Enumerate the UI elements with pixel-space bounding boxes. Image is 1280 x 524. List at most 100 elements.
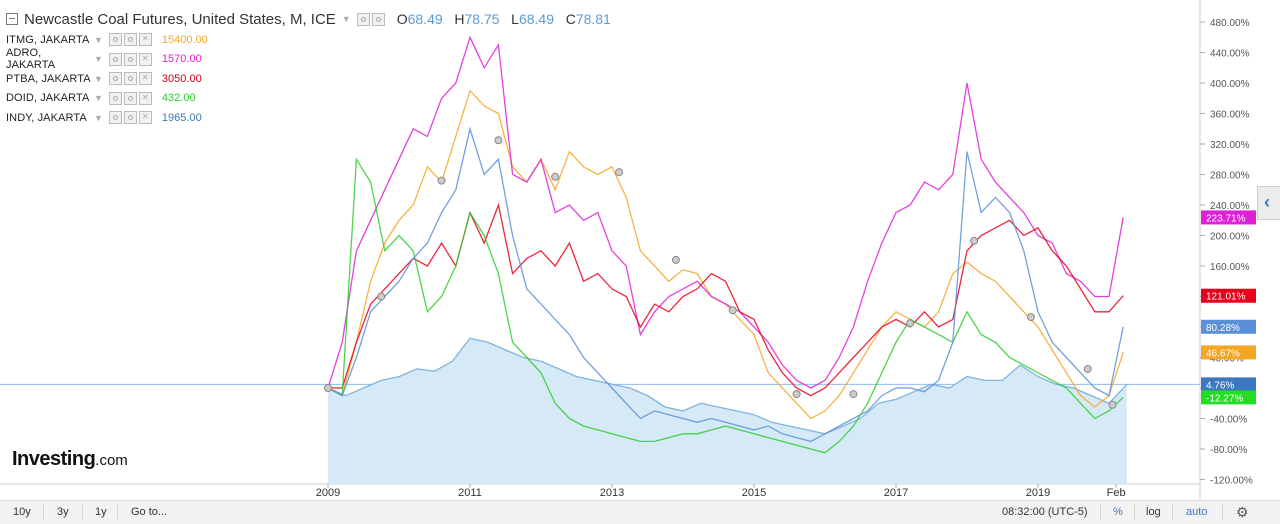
last-value-label: 223.71%	[1206, 213, 1246, 224]
legend-item-ptba[interactable]: PTBA, JAKARTA ▼ 3050.00	[6, 69, 611, 89]
settings-icon[interactable]	[108, 91, 122, 105]
visibility-icon[interactable]	[123, 111, 137, 125]
legend-item-value: 1965.00	[161, 111, 202, 124]
y-tick-label: 280.00%	[1210, 171, 1250, 182]
legend-item-value: 432.00	[161, 92, 196, 105]
last-value-badge	[1201, 377, 1256, 392]
goto-button[interactable]: Go to...	[131, 506, 168, 518]
gear-icon[interactable]: ⚙	[1236, 504, 1249, 520]
last-value-badge	[1201, 210, 1256, 225]
event-marker	[1083, 364, 1092, 373]
series-line-coal	[327, 337, 1128, 435]
ohlc-values: O68.49 H78.75 L68.49 C78.81	[397, 11, 611, 27]
toolbar-divider	[1134, 504, 1135, 521]
logo-suffix-text: .com	[95, 452, 128, 469]
visibility-icon[interactable]	[123, 52, 137, 66]
chevron-down-icon[interactable]: ▼	[341, 14, 351, 24]
close-icon[interactable]	[138, 91, 152, 105]
auto-toggle[interactable]: auto	[1186, 506, 1208, 518]
settings-icon[interactable]	[108, 33, 122, 47]
side-panel-toggle[interactable]: ‹	[1257, 186, 1280, 220]
toolbar-divider	[43, 504, 44, 521]
y-tick-label: 400.00%	[1210, 79, 1250, 90]
legend-item-itmg[interactable]: ITMG, JAKARTA ▼ 15400.00	[6, 30, 611, 50]
range-10y-button[interactable]: 10y	[13, 506, 31, 518]
y-tick-label: -120.00%	[1210, 476, 1253, 487]
bottom-toolbar: 10y 3y 1y Go to... 08:32:00 (UTC-5) % lo…	[0, 500, 1280, 524]
visibility-icon[interactable]	[123, 33, 137, 47]
ohlc-close-value: 78.81	[575, 11, 611, 27]
close-icon[interactable]	[138, 72, 152, 86]
y-tick-label: 320.00%	[1210, 140, 1250, 151]
chevron-down-icon[interactable]: ▼	[94, 93, 103, 104]
settings-icon[interactable]	[108, 72, 122, 86]
legend-item-name: ITMG, JAKARTA	[6, 33, 90, 46]
range-1y-button[interactable]: 1y	[95, 506, 107, 518]
visibility-icon[interactable]	[123, 72, 137, 86]
collapse-icon[interactable]	[6, 13, 18, 25]
legend-item-doid[interactable]: DOID, JAKARTA ▼ 432.00	[6, 89, 611, 109]
x-tick-label: 2017	[884, 487, 908, 499]
legend-item-name: DOID, JAKARTA	[6, 92, 90, 105]
logo-bold-text: Investing	[12, 448, 96, 470]
x-tick-label: 2013	[600, 487, 624, 499]
last-value-label: 80.28%	[1206, 323, 1240, 334]
area-fill	[328, 338, 1127, 484]
toolbar-divider	[82, 504, 83, 521]
close-icon[interactable]	[138, 52, 152, 66]
ohlc-close-key: C	[565, 11, 576, 27]
main-series-row: Newcastle Coal Futures, United States, M…	[6, 8, 611, 30]
chevron-down-icon[interactable]: ▼	[94, 73, 103, 84]
event-marker	[906, 319, 915, 328]
event-marker	[551, 172, 560, 181]
last-value-badge	[1201, 390, 1256, 405]
y-tick-label: 440.00%	[1210, 49, 1250, 60]
chevron-down-icon[interactable]: ▼	[94, 54, 103, 65]
legend-item-name: ADRO, JAKARTA	[6, 47, 56, 72]
range-3y-button[interactable]: 3y	[57, 506, 69, 518]
settings-icon[interactable]	[356, 12, 370, 26]
investing-logo: Investing.com	[12, 448, 128, 471]
toolbar-divider	[1222, 504, 1223, 521]
chart-canvas[interactable]: 480.00% 440.00% 400.00% 360.00% 320.00% 280.0…	[0, 0, 1280, 500]
close-icon[interactable]	[138, 111, 152, 125]
ohlc-high-key: H	[454, 11, 465, 27]
event-marker	[437, 176, 446, 185]
visibility-icon[interactable]	[123, 91, 137, 105]
clock-time: 08:32:00 (UTC-5)	[1002, 506, 1088, 518]
log-toggle[interactable]: log	[1146, 506, 1161, 518]
last-value-badge	[1201, 345, 1256, 360]
y-tick-label: 160.00%	[1210, 262, 1250, 273]
legend-item-name: PTBA, JAKARTA	[6, 72, 91, 85]
event-marker	[1108, 400, 1117, 409]
series-line-doid	[327, 157, 1124, 454]
settings-icon[interactable]	[108, 52, 122, 66]
event-marker	[970, 236, 979, 245]
x-tick-label: 2011	[458, 487, 482, 499]
legend-panel: Newcastle Coal Futures, United States, M…	[6, 8, 611, 128]
toolbar-divider	[1172, 504, 1173, 521]
series-line-adro	[327, 35, 1124, 389]
last-value-badge	[1201, 319, 1256, 334]
x-tick-label: 2009	[316, 487, 340, 499]
visibility-icon[interactable]	[371, 12, 385, 26]
y-tick-label: -40.00%	[1210, 415, 1247, 426]
percent-toggle[interactable]: %	[1113, 506, 1123, 518]
legend-item-value: 1570.00	[161, 53, 202, 66]
y-tick-label: 200.00%	[1210, 232, 1250, 243]
chevron-down-icon[interactable]: ▼	[94, 112, 103, 123]
legend-item-adro[interactable]: ADRO, JAKARTA ▼ 1570.00	[6, 47, 611, 72]
legend-item-indy[interactable]: INDY, JAKARTA ▼ 1965.00	[6, 108, 611, 128]
ohlc-low-value: 68.49	[518, 11, 555, 27]
x-tick-label: Feb	[1107, 487, 1126, 499]
settings-icon[interactable]	[108, 111, 122, 125]
event-marker	[1026, 313, 1035, 322]
chevron-down-icon[interactable]: ▼	[94, 34, 103, 45]
close-icon[interactable]	[138, 33, 152, 47]
ohlc-low-key: L	[511, 11, 519, 27]
last-value-label: 121.01%	[1206, 292, 1246, 303]
ohlc-high-value: 78.75	[464, 11, 500, 27]
event-marker	[324, 384, 332, 392]
chevron-left-icon: ‹	[1264, 192, 1270, 212]
toolbar-divider	[1100, 504, 1101, 521]
